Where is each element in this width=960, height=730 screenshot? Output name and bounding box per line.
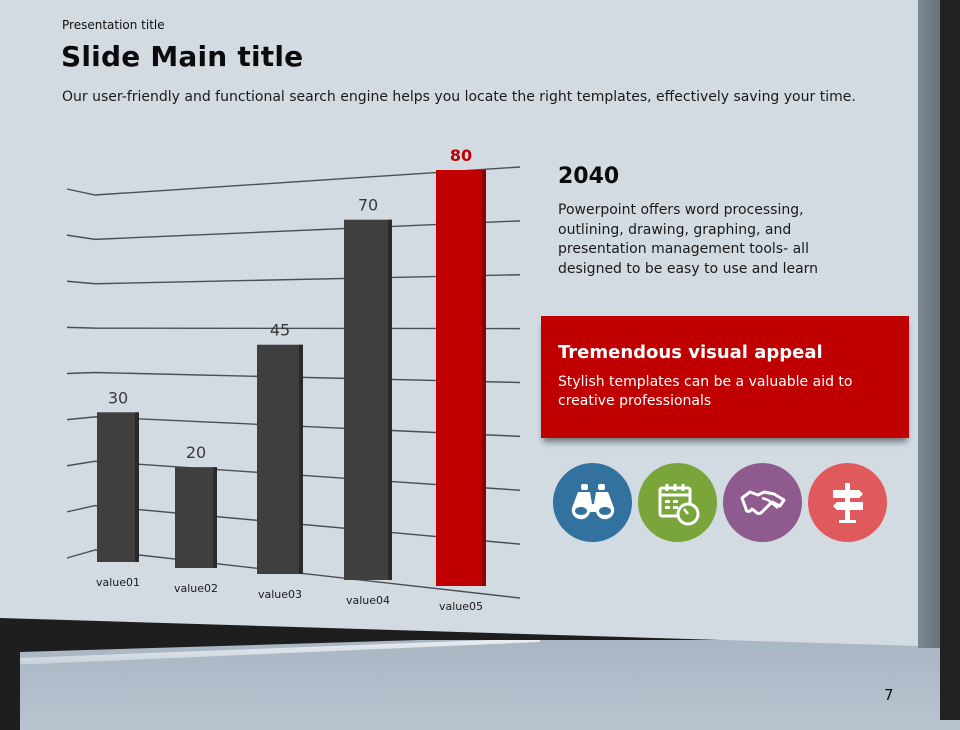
icon-row: [553, 463, 887, 542]
bar-side: [299, 344, 303, 574]
signpost-icon: [808, 463, 887, 542]
category-label: value03: [258, 588, 302, 601]
year-heading: 2040: [558, 164, 620, 189]
bar-side: [135, 412, 139, 562]
binoculars-icon: [553, 463, 632, 542]
callout-box: Tremendous visual appeal Stylish templat…: [541, 316, 909, 438]
callout-body: Stylish templates can be a valuable aid …: [558, 374, 853, 409]
data-label: 70: [358, 196, 378, 215]
bar-side: [388, 219, 392, 581]
bar: [97, 412, 139, 562]
category-label: value04: [346, 594, 390, 607]
gridline: [66, 166, 521, 196]
bar: [436, 170, 486, 586]
category-label: value01: [96, 576, 140, 589]
page-title: Slide Main title: [61, 40, 304, 73]
handshake-icon: [723, 463, 802, 542]
data-label: 80: [450, 146, 472, 165]
data-label: 30: [108, 388, 128, 407]
bar-chart: 30 value01 20 value02 45 value03 70 value04 80 va…: [66, 146, 521, 613]
bar-side: [213, 467, 217, 568]
info-description: Powerpoint offers word processing, outli…: [558, 202, 819, 277]
data-label: 45: [270, 321, 290, 340]
subtitle: Our user-friendly and functional search …: [62, 89, 856, 105]
background-right: [940, 0, 960, 720]
gridline: [66, 549, 521, 599]
calendar-clock-icon: [638, 463, 717, 542]
data-label: 20: [186, 443, 206, 462]
bar: [257, 344, 303, 574]
category-label: value05: [439, 600, 483, 613]
bar: [344, 219, 392, 581]
page-number: 7: [884, 686, 894, 704]
bar-side: [482, 170, 486, 586]
category-label: value02: [174, 582, 218, 595]
slide-edge: [918, 0, 940, 648]
slide-panel: Presentation title Slide Main title Our …: [0, 0, 918, 646]
callout-heading: Tremendous visual appeal: [558, 342, 823, 363]
bar: [175, 467, 217, 568]
presentation-title: Presentation title: [62, 18, 165, 32]
